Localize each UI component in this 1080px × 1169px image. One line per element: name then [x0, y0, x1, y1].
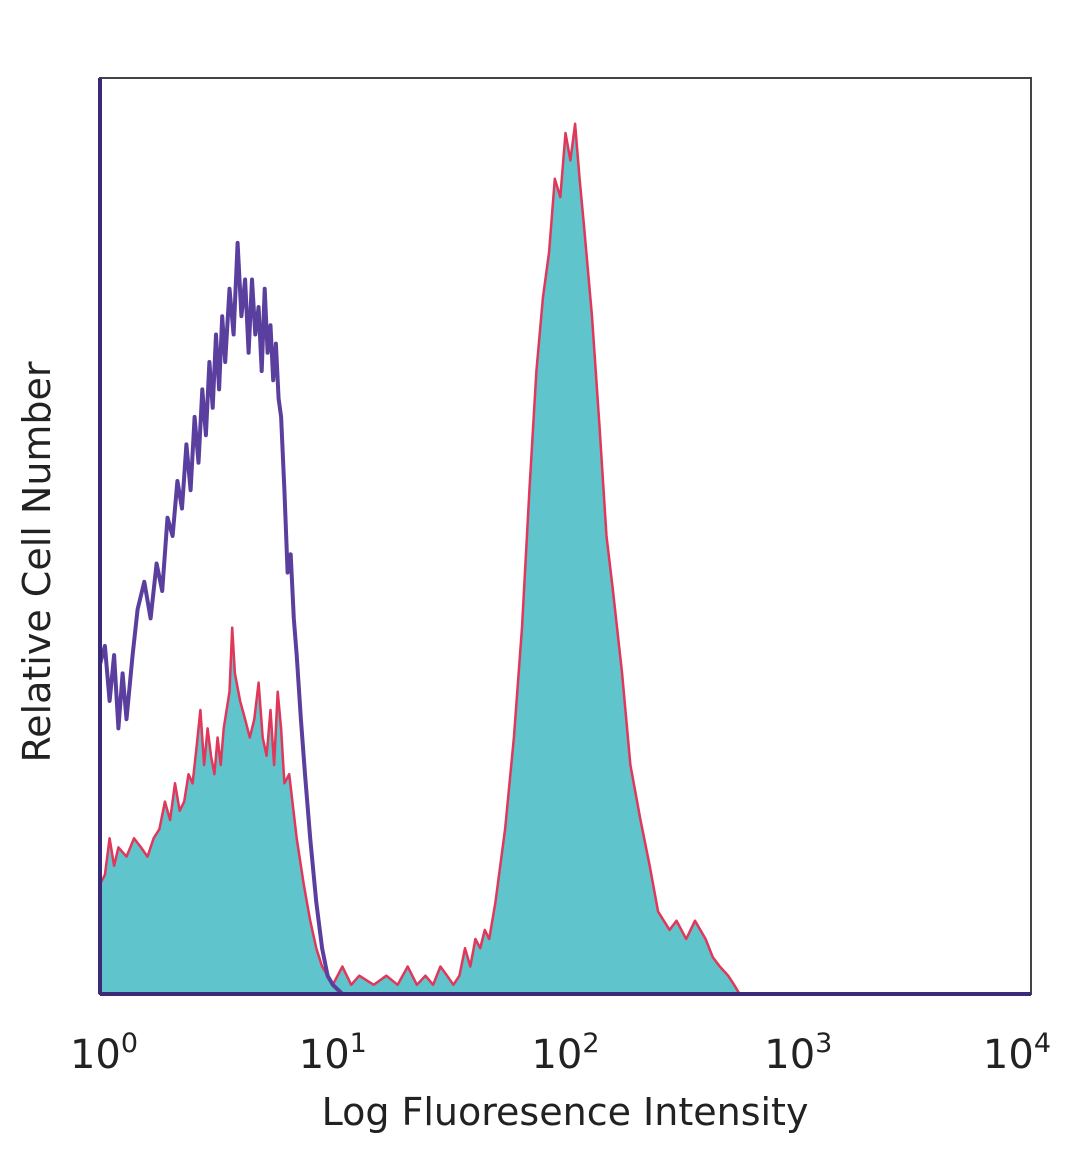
histogram-outline-series	[98, 240, 352, 996]
series-layer	[98, 122, 748, 996]
x-tick-label: 101	[299, 1028, 367, 1078]
y-axis-title: Relative Cell Number	[15, 361, 59, 762]
x-axis-title: Log Fluoresence Intensity	[322, 1090, 809, 1134]
x-tick-label: 103	[764, 1028, 832, 1078]
x-tick-label: 100	[70, 1028, 138, 1078]
histogram-filled-series	[98, 122, 748, 996]
x-tick-label: 104	[983, 1028, 1051, 1078]
x-tick-labels: 100 101 102 103 104	[70, 1028, 1051, 1078]
x-tick-label: 102	[531, 1028, 599, 1078]
